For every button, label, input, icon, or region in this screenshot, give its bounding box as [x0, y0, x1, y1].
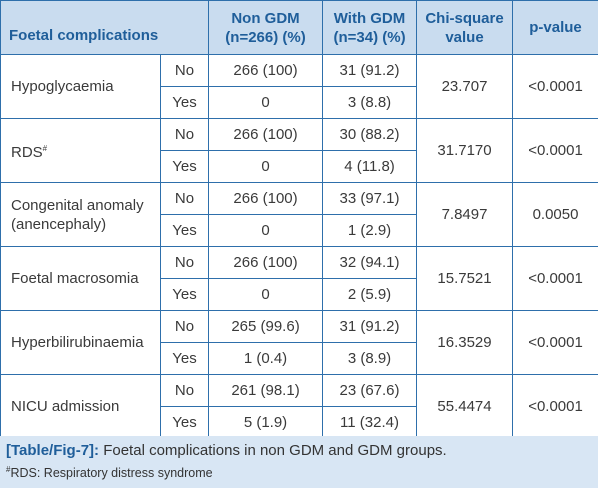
caption-tag: [Table/Fig-7]: [6, 442, 100, 459]
table-row: RDS# No 266 (100) 30 (88.2) 31.7170 <0.0001 [0, 118, 598, 183]
p-value-cell: <0.0001 [512, 246, 598, 311]
complication-label-text: NICU admission [11, 398, 120, 415]
p-value-cell: <0.0001 [512, 374, 598, 439]
complication-label: Foetal macrosomia [0, 246, 161, 311]
header-chi-square: Chi-square value [416, 0, 514, 55]
complication-label: NICU admission [0, 374, 161, 439]
non-gdm-yes-cell: 0 [208, 278, 324, 311]
with-gdm-no-cell: 23 (67.6) [322, 374, 418, 407]
with-gdm-no-cell: 31 (91.2) [322, 54, 418, 87]
chi-square-cell: 31.7170 [416, 118, 514, 183]
chi-square-cell: 23.707 [416, 54, 514, 119]
non-gdm-no-cell: 261 (98.1) [208, 374, 324, 407]
table-row: Hyperbilirubinaemia No 265 (99.6) 31 (91.2)… [0, 310, 598, 375]
footnote-marker: # [6, 465, 11, 474]
table-row: Yes 0 1 (2.9) [1, 214, 598, 247]
caption-text: Foetal complications in non GDM and GDM … [99, 442, 447, 459]
no-key: No [159, 118, 210, 151]
yes-key: Yes [159, 150, 210, 183]
with-gdm-yes-cell: 2 (5.9) [322, 278, 418, 311]
yes-key: Yes [159, 86, 210, 119]
table-caption: [Table/Fig-7]: Foetal complications in n… [0, 436, 598, 488]
header-foetal-complications: Foetal complications [0, 0, 210, 55]
yes-key: Yes [159, 214, 210, 247]
no-key: No [159, 310, 210, 343]
no-key: No [159, 246, 210, 279]
yes-key: Yes [159, 342, 210, 375]
table-header-row: Foetal complications Non GDM (n=266) (%) … [0, 0, 598, 55]
footnote-text: RDS: Respiratory distress syndrome [10, 466, 213, 481]
complication-label: Hypoglycaemia [0, 54, 161, 119]
complication-label: Hyperbilirubinaemia [0, 310, 161, 375]
non-gdm-yes-cell: 0 [208, 214, 324, 247]
complication-label-text: (anencephaly) [11, 215, 107, 233]
non-gdm-no-cell: 265 (99.6) [208, 310, 324, 343]
table-row: Yes 1 (0.4) 3 (8.9) [1, 342, 598, 375]
p-value-cell: <0.0001 [512, 54, 598, 119]
complication-label-text: Foetal macrosomia [11, 270, 139, 287]
footnote-marker: # [42, 144, 48, 153]
table-row: Foetal macrosomia No 266 (100) 32 (94.1) 15.… [0, 246, 598, 311]
non-gdm-yes-cell: 5 (1.9) [208, 406, 324, 439]
p-value-cell: <0.0001 [512, 310, 598, 375]
chi-square-cell: 16.3529 [416, 310, 514, 375]
with-gdm-no-cell: 30 (88.2) [322, 118, 418, 151]
complication-label-text: Hypoglycaemia [11, 78, 114, 95]
table-row: NICU admission No 261 (98.1) 23 (67.6) 55.44… [0, 374, 598, 439]
table-row: Yes 0 2 (5.9) [1, 278, 598, 311]
chi-square-cell: 55.4474 [416, 374, 514, 439]
non-gdm-yes-cell: 1 (0.4) [208, 342, 324, 375]
complication-label-text: RDS [11, 144, 43, 161]
with-gdm-yes-cell: 11 (32.4) [322, 406, 418, 439]
footnote: #RDS: Respiratory distress syndrome [6, 462, 590, 481]
header-p-value: p-value [512, 0, 598, 55]
header-with-gdm: With GDM (n=34) (%) [322, 0, 418, 55]
p-value-cell: <0.0001 [512, 118, 598, 183]
no-key: No [159, 182, 210, 215]
with-gdm-yes-cell: 4 (11.8) [322, 150, 418, 183]
non-gdm-no-cell: 266 (100) [208, 118, 324, 151]
with-gdm-yes-cell: 3 (8.9) [322, 342, 418, 375]
complication-label: RDS# [0, 118, 161, 183]
yes-key: Yes [159, 278, 210, 311]
complication-label-text: Congenital anomaly [11, 196, 144, 214]
with-gdm-no-cell: 33 (97.1) [322, 182, 418, 215]
with-gdm-yes-cell: 3 (8.8) [322, 86, 418, 119]
non-gdm-yes-cell: 0 [208, 86, 324, 119]
table-row: Congenital anomaly (anencephaly) No 266 (10… [0, 182, 598, 247]
no-key: No [159, 374, 210, 407]
chi-square-cell: 7.8497 [416, 182, 514, 247]
caption-line: [Table/Fig-7]: Foetal complications in n… [6, 442, 590, 460]
yes-key: Yes [159, 406, 210, 439]
non-gdm-no-cell: 266 (100) [208, 54, 324, 87]
with-gdm-no-cell: 32 (94.1) [322, 246, 418, 279]
table-row: Yes 0 4 (11.8) [1, 150, 598, 183]
non-gdm-no-cell: 266 (100) [208, 182, 324, 215]
complication-label: Congenital anomaly (anencephaly) [0, 182, 161, 247]
chi-square-cell: 15.7521 [416, 246, 514, 311]
non-gdm-no-cell: 266 (100) [208, 246, 324, 279]
table-row: Yes 5 (1.9) 11 (32.4) [1, 406, 598, 439]
no-key: No [159, 54, 210, 87]
table-row: Hypoglycaemia No 266 (100) 31 (91.2) 23.707 <… [0, 54, 598, 119]
with-gdm-yes-cell: 1 (2.9) [322, 214, 418, 247]
with-gdm-no-cell: 31 (91.2) [322, 310, 418, 343]
table-row: Yes 0 3 (8.8) [1, 86, 598, 119]
non-gdm-yes-cell: 0 [208, 150, 324, 183]
foetal-complications-table: Foetal complications Non GDM (n=266) (%) … [0, 0, 598, 439]
p-value-cell: 0.0050 [512, 182, 598, 247]
header-non-gdm: Non GDM (n=266) (%) [208, 0, 324, 55]
complication-label-text: Hyperbilirubinaemia [11, 334, 144, 351]
